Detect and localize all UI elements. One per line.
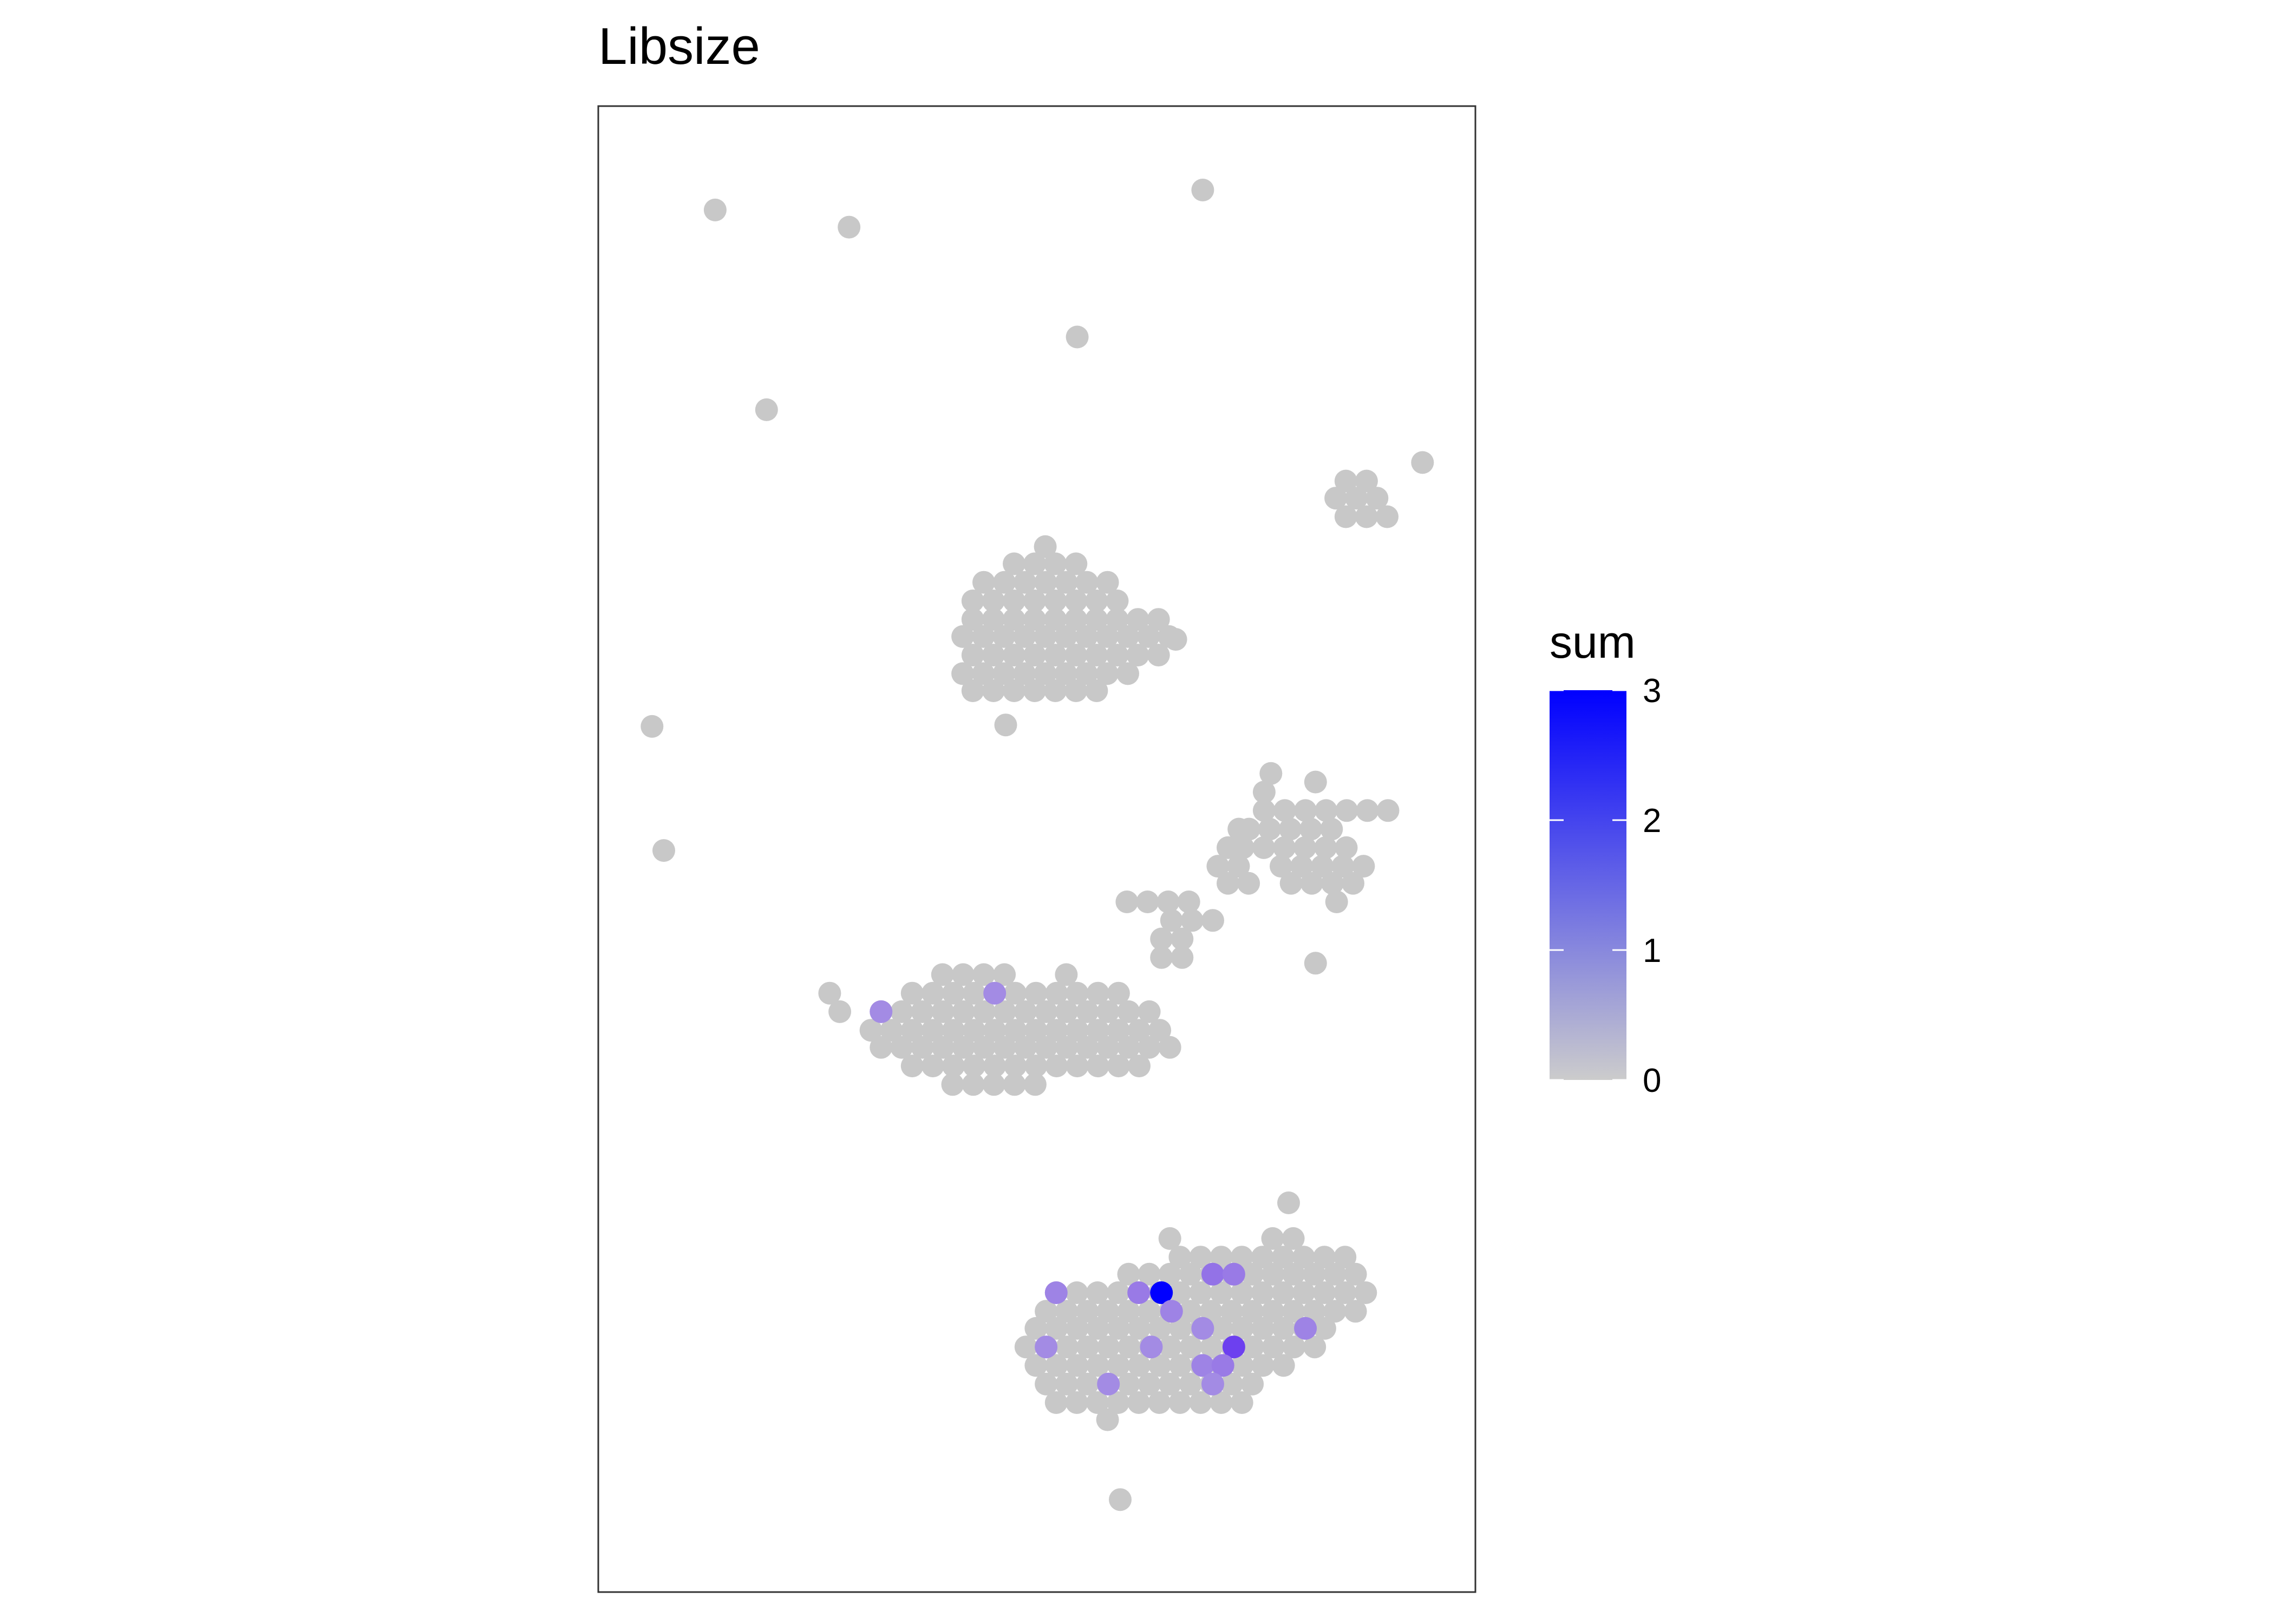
data-point-highlight bbox=[1127, 1281, 1150, 1304]
data-point bbox=[870, 1036, 892, 1059]
data-point bbox=[1085, 679, 1108, 702]
data-point bbox=[1096, 1409, 1119, 1431]
data-point bbox=[1376, 506, 1399, 528]
data-point bbox=[1217, 872, 1239, 895]
data-point bbox=[1168, 1391, 1191, 1414]
data-point bbox=[1150, 946, 1173, 969]
data-point bbox=[1342, 872, 1364, 895]
data-point bbox=[1023, 679, 1046, 702]
legend: sum 0 1 2 3 bbox=[1550, 617, 1661, 1099]
data-point bbox=[1044, 679, 1067, 702]
data-point bbox=[982, 679, 1005, 702]
data-point bbox=[641, 715, 663, 738]
data-point bbox=[1066, 1055, 1089, 1077]
legend-tick-label: 3 bbox=[1643, 672, 1661, 710]
data-point bbox=[1116, 662, 1139, 685]
data-point bbox=[1237, 872, 1260, 895]
data-point bbox=[1045, 1055, 1068, 1077]
data-point bbox=[1201, 909, 1224, 932]
data-point-highlight bbox=[1294, 1317, 1317, 1340]
data-point bbox=[1147, 644, 1170, 666]
data-point bbox=[922, 1055, 944, 1077]
data-point-highlight bbox=[983, 982, 1006, 1005]
legend-tick-label: 1 bbox=[1643, 932, 1661, 970]
data-point bbox=[1024, 1073, 1047, 1096]
chart-title: Libsize bbox=[598, 17, 760, 75]
data-point bbox=[1045, 1391, 1068, 1414]
data-point bbox=[1355, 506, 1378, 528]
data-point-highlight bbox=[1201, 1263, 1224, 1286]
data-point-highlight bbox=[1035, 1335, 1057, 1358]
data-point bbox=[1231, 1391, 1253, 1414]
data-point bbox=[1335, 799, 1358, 822]
legend-tick-label: 0 bbox=[1643, 1062, 1661, 1099]
data-point bbox=[1066, 326, 1089, 349]
data-point bbox=[1190, 1391, 1212, 1414]
data-point bbox=[1115, 890, 1138, 913]
data-point bbox=[1301, 872, 1323, 895]
data-point bbox=[1066, 1391, 1088, 1414]
data-point-highlight bbox=[1045, 1281, 1068, 1304]
data-point bbox=[1272, 1354, 1295, 1377]
data-point bbox=[1128, 1055, 1151, 1077]
data-point bbox=[962, 679, 984, 702]
legend-tick-label: 2 bbox=[1643, 802, 1661, 840]
data-point bbox=[1127, 1391, 1150, 1414]
data-point bbox=[1087, 1055, 1109, 1077]
data-point bbox=[1277, 1191, 1300, 1214]
data-point bbox=[1148, 1391, 1171, 1414]
data-point-highlight bbox=[1201, 1373, 1224, 1396]
data-point bbox=[838, 216, 860, 239]
data-point bbox=[1377, 799, 1400, 822]
data-point bbox=[901, 1055, 924, 1077]
data-point bbox=[1252, 836, 1275, 859]
data-point-highlight bbox=[1140, 1335, 1163, 1358]
data-point bbox=[652, 839, 675, 862]
data-point bbox=[1064, 679, 1087, 702]
data-point-highlight bbox=[870, 1000, 892, 1023]
data-point bbox=[1171, 946, 1193, 969]
data-point bbox=[704, 199, 727, 221]
data-point bbox=[1411, 451, 1434, 474]
legend-colorbar bbox=[1550, 690, 1626, 1080]
data-point bbox=[1356, 799, 1378, 822]
data-point bbox=[1344, 1300, 1367, 1322]
data-point bbox=[1136, 890, 1159, 913]
data-point bbox=[1159, 1036, 1181, 1059]
data-point bbox=[1109, 1488, 1132, 1511]
data-point bbox=[983, 1073, 1005, 1096]
data-point bbox=[942, 1073, 964, 1096]
data-point bbox=[1003, 1073, 1026, 1096]
data-point bbox=[1003, 679, 1025, 702]
data-point bbox=[1280, 872, 1303, 895]
legend-title: sum bbox=[1550, 617, 1636, 667]
data-point bbox=[1191, 179, 1214, 201]
data-point bbox=[828, 1000, 851, 1023]
data-point bbox=[1107, 1055, 1130, 1077]
data-point-highlight bbox=[1097, 1373, 1120, 1396]
data-point bbox=[1304, 771, 1327, 794]
data-point bbox=[1304, 952, 1327, 974]
data-point-highlight bbox=[1191, 1317, 1214, 1340]
data-point bbox=[1325, 890, 1348, 913]
data-point bbox=[995, 713, 1017, 736]
data-point bbox=[1335, 506, 1357, 528]
data-point bbox=[962, 1073, 985, 1096]
data-point-highlight bbox=[1223, 1263, 1245, 1286]
data-point-highlight bbox=[1160, 1300, 1183, 1322]
data-point bbox=[755, 398, 778, 421]
